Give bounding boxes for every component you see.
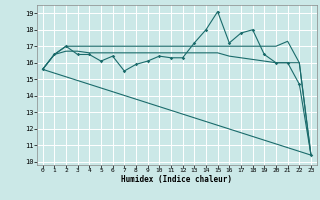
X-axis label: Humidex (Indice chaleur): Humidex (Indice chaleur) <box>121 175 232 184</box>
